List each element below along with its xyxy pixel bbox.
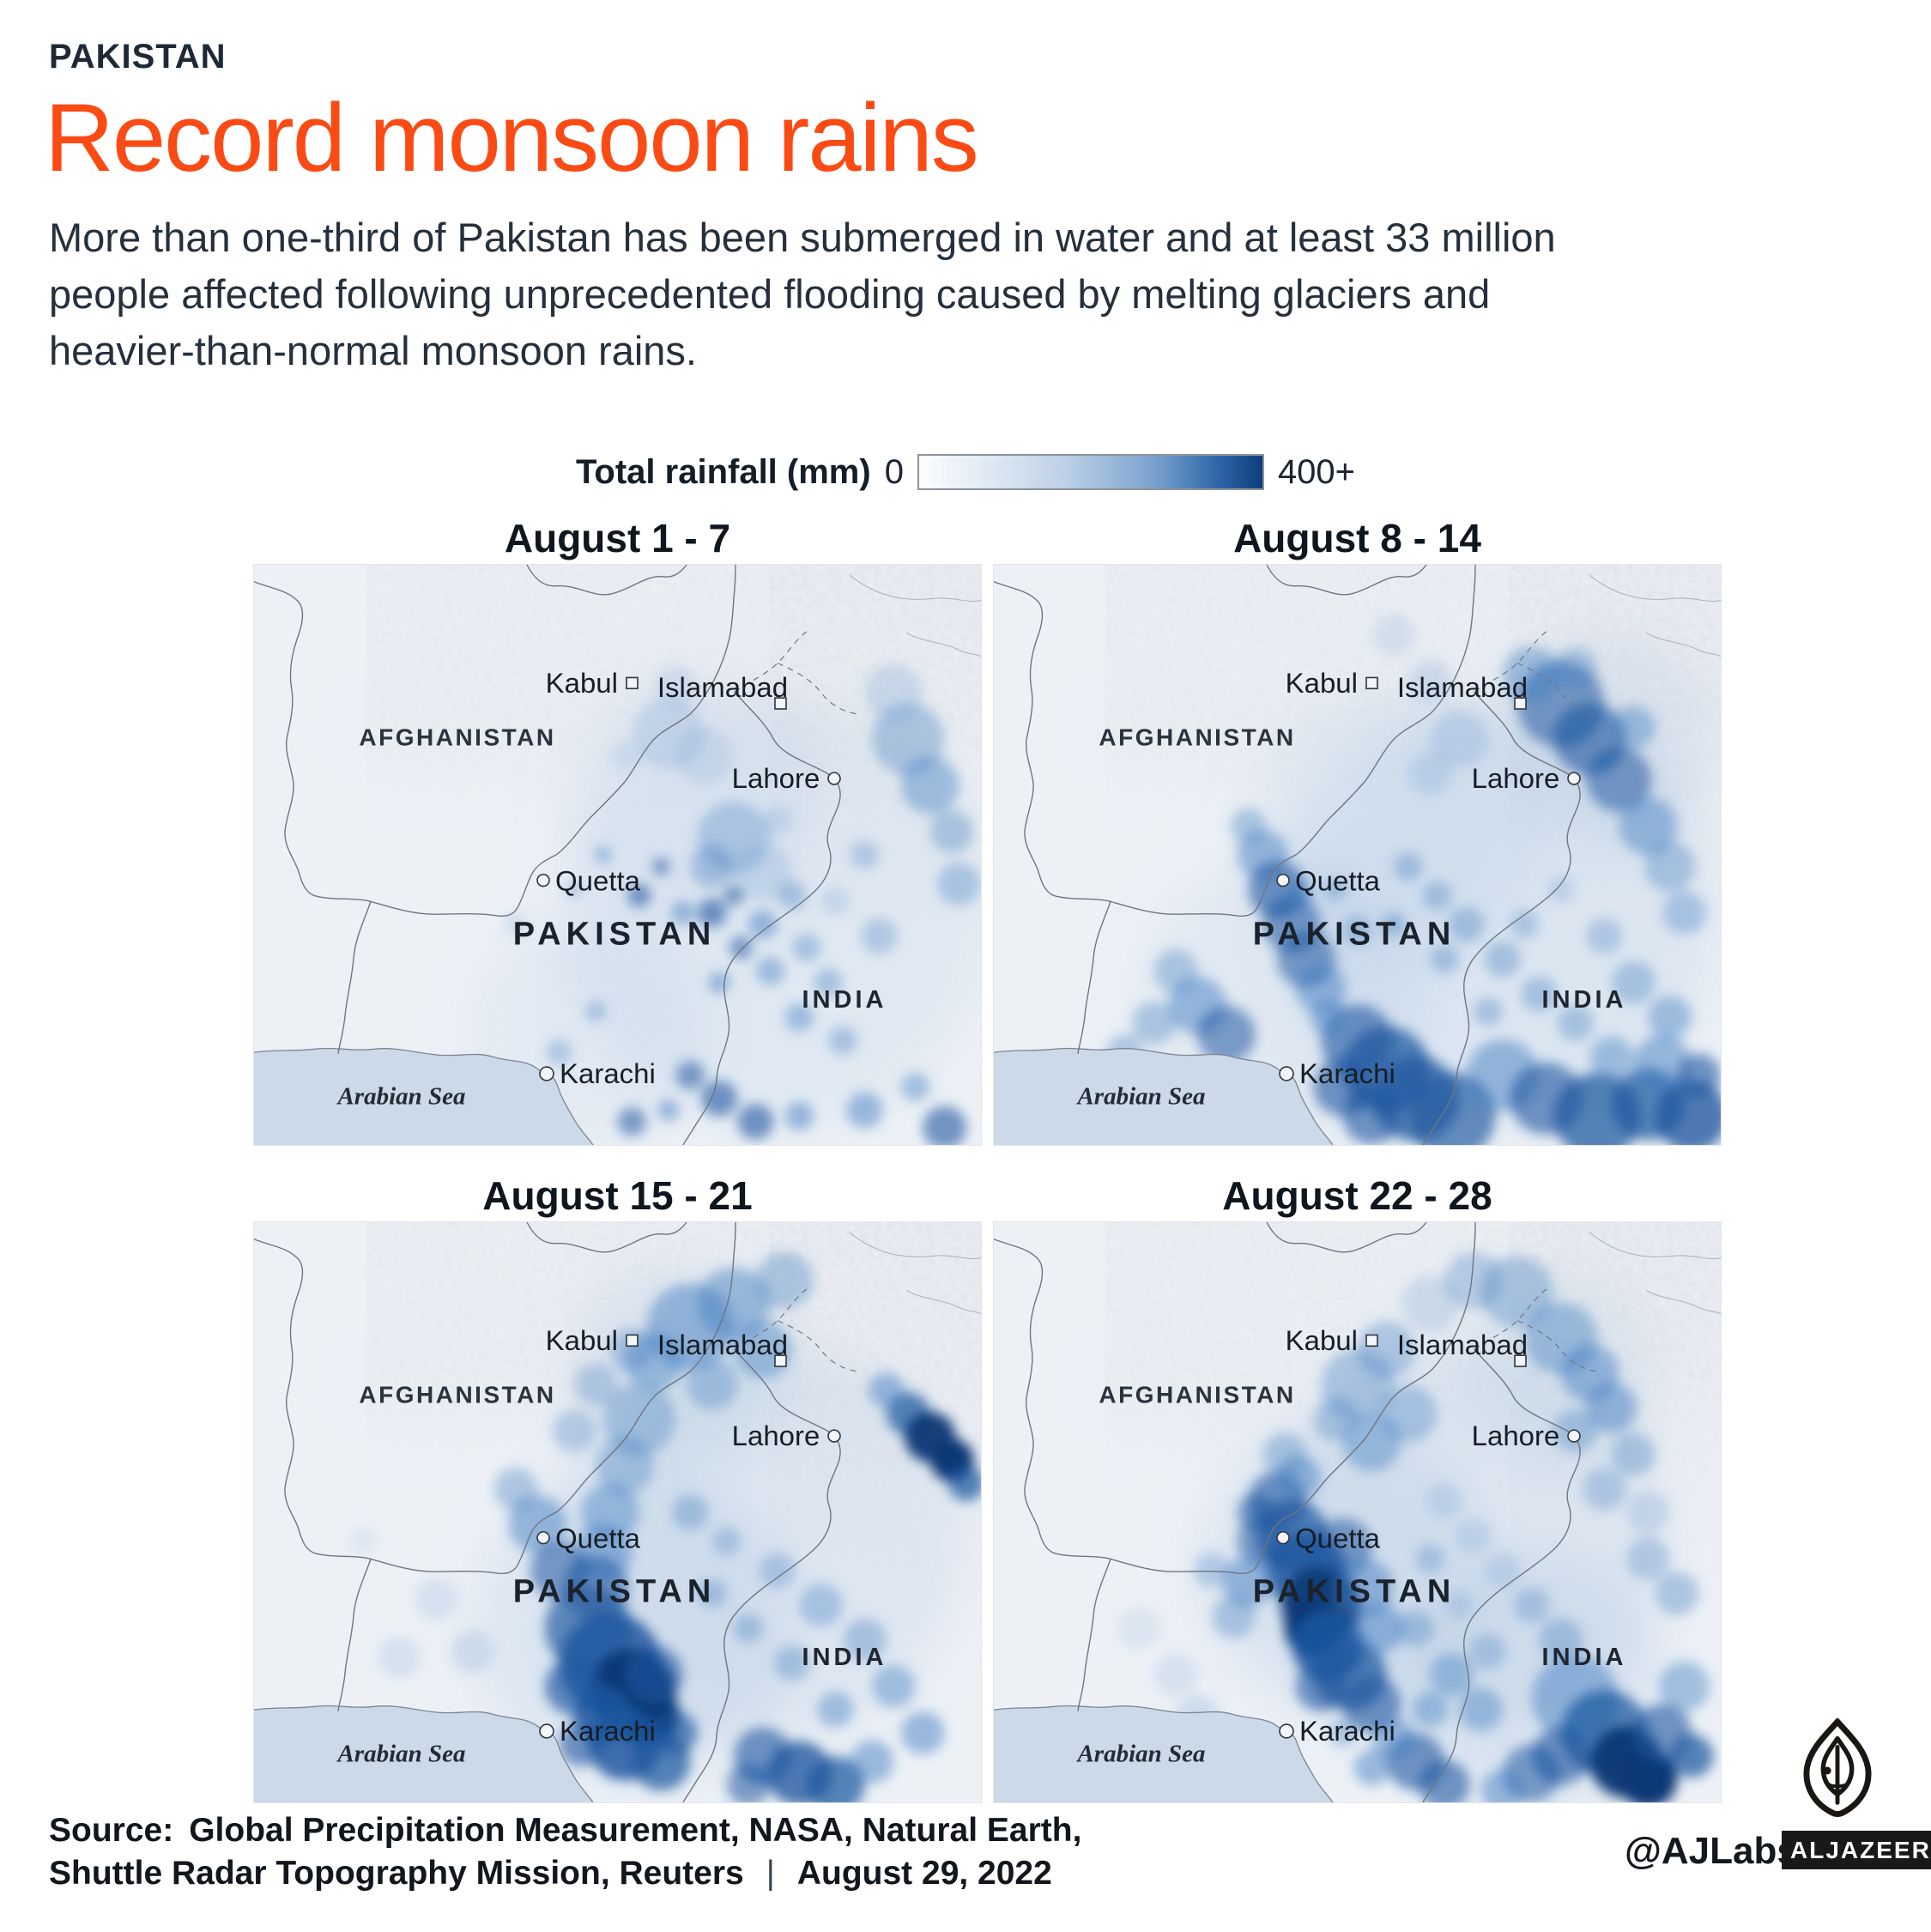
map-panel-week3: August 15 - 21 [253,1173,982,1803]
aljazeera-flame-logo-icon [1803,1718,1872,1818]
intro-line: heavier-than-normal monsoon rains. [49,328,697,373]
kicker: PAKISTAN [49,38,227,76]
source-line-1: Source: Global Precipitation Measurement,… [49,1809,1081,1852]
source-label: Source: [49,1812,174,1849]
intro-paragraph: More than one-third of Pakistan has been… [49,209,1556,379]
rainfall-map-week4 [993,1221,1722,1803]
source-note: Source: Global Precipitation Measurement,… [49,1809,1081,1895]
rainfall-map-week1 [253,564,982,1146]
panel-title: August 1 - 7 [504,516,731,560]
panel-title: August 22 - 28 [1222,1173,1492,1218]
publish-date: August 29, 2022 [796,1855,1052,1892]
legend: Total rainfall (mm) 0 400+ [0,446,1931,498]
map-panel-week4: August 22 - 28 [993,1173,1722,1803]
map-panel-week1: August 1 - 7 [253,516,982,1146]
panel-title: August 15 - 21 [482,1173,753,1218]
ajlabs-handle: @AJLabs [1625,1830,1798,1872]
source-text: Global Precipitation Measurement, NASA, … [189,1812,1082,1849]
divider: | [766,1855,775,1892]
legend-gradient-bar [917,454,1264,490]
rain-blob-group [1117,1251,1714,1802]
legend-title: Total rainfall (mm) [575,452,871,491]
page-title: Record monsoon rains [45,84,979,191]
rain-layer [1117,1251,1714,1802]
aljazeera-wordmark: ALJAZEERA [1782,1831,1931,1869]
intro-line: people affected following unprecedented … [49,271,1491,317]
map-panel-week2: August 8 - 14 [993,516,1722,1146]
legend-max-value: 400+ [1277,452,1356,491]
rainfall-map-week2 [993,564,1722,1146]
panel-title: August 8 - 14 [1233,516,1481,560]
source-text: Shuttle Radar Topography Mission, Reuter… [49,1855,744,1892]
legend-min-value: 0 [884,452,904,491]
rainfall-map-week3 [253,1221,982,1803]
source-line-2: Shuttle Radar Topography Mission, Reuter… [49,1852,1081,1895]
intro-line: More than one-third of Pakistan has been… [49,215,1556,260]
